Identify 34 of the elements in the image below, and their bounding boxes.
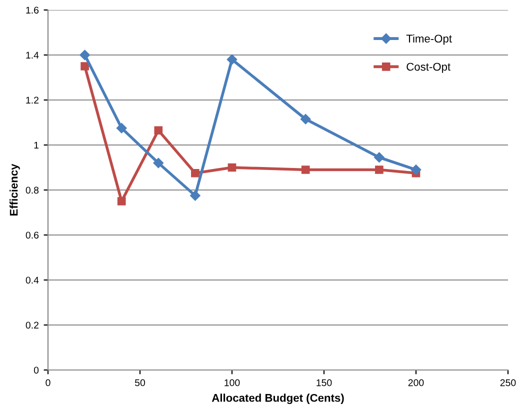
- x-tick-label: 150: [316, 379, 332, 386]
- x-tick-label: 50: [134, 379, 146, 386]
- point: [190, 190, 200, 201]
- x-tick-label: 250: [500, 379, 516, 386]
- legend-label: Cost-Opt: [406, 62, 450, 73]
- point: [154, 126, 163, 135]
- y-tick-label: 1.6: [26, 6, 39, 14]
- point: [375, 166, 384, 174]
- point: [300, 114, 311, 124]
- point: [117, 197, 126, 206]
- x-tick-label: 0: [46, 379, 50, 386]
- point: [410, 164, 422, 175]
- x-axis-title: Allocated Budget (Cents): [212, 394, 344, 404]
- x-tick-label: 100: [224, 379, 240, 386]
- point: [301, 166, 310, 174]
- y-tick-label: 1.2: [26, 96, 38, 104]
- point: [374, 152, 384, 162]
- y-tick-label: 1: [34, 142, 38, 149]
- legend-label: Time-Opt: [406, 34, 452, 45]
- point: [116, 123, 127, 134]
- y-tick-label: 0.2: [26, 322, 38, 329]
- point: [226, 54, 238, 65]
- y-tick-label: 0: [34, 366, 39, 374]
- y-tick-label: 0.6: [26, 232, 39, 239]
- point: [191, 168, 200, 178]
- point: [80, 50, 90, 60]
- point: [228, 163, 236, 172]
- y-tick-label: 0.8: [26, 186, 39, 194]
- y-axis-title: Efficiency: [10, 164, 20, 216]
- point: [153, 158, 164, 168]
- y-tick-label: 0.4: [26, 276, 39, 284]
- y-tick-label: 1.4: [26, 52, 39, 59]
- point: [80, 62, 89, 70]
- x-tick-label: 200: [408, 379, 424, 386]
